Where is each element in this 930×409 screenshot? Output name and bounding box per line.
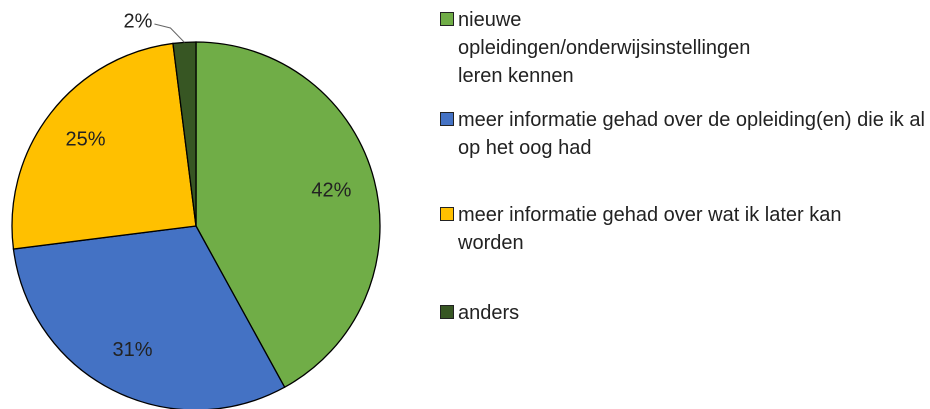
pie-slice xyxy=(172,41,197,227)
legend-label: meer informatie gehad over de opleiding(… xyxy=(458,109,925,159)
pie-slice xyxy=(11,42,197,250)
legend-item: nieuwe opleidingen/onderwijsinstellingen… xyxy=(440,6,788,90)
legend-swatch xyxy=(440,207,454,221)
legend-item: meer informatie gehad over de opleiding(… xyxy=(440,106,928,162)
leader-line xyxy=(154,23,185,43)
legend-label: meer informatie gehad over wat ik later … xyxy=(458,204,842,254)
data-label: 25% xyxy=(65,129,105,151)
legend-swatch xyxy=(440,12,454,26)
data-label: 31% xyxy=(112,339,152,361)
legend-item: anders xyxy=(440,299,928,327)
pie-slice xyxy=(195,41,381,389)
legend-swatch xyxy=(440,112,454,126)
pie-slice xyxy=(12,225,286,409)
pie-area: 42% 31% 25% 2% xyxy=(11,10,381,409)
legend-item: meer informatie gehad over wat ik later … xyxy=(440,201,888,257)
data-label: 42% xyxy=(311,180,351,202)
legend-label: nieuwe opleidingen/onderwijsinstellingen… xyxy=(458,9,751,87)
legend-swatch xyxy=(440,305,454,319)
data-label: 2% xyxy=(124,10,153,32)
legend-label: anders xyxy=(458,302,520,324)
